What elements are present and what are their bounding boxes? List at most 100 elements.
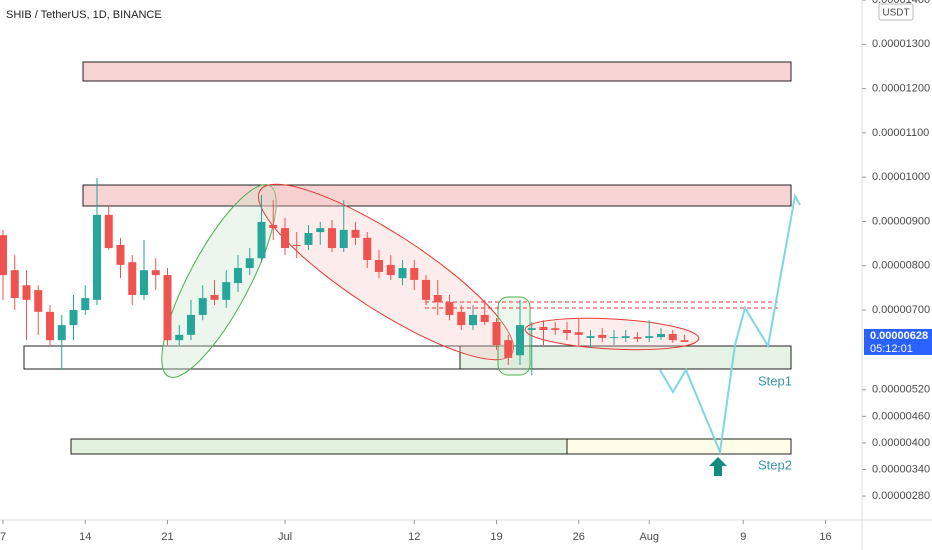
candle-body (69, 310, 78, 326)
candle-body (187, 314, 195, 335)
candle-body (668, 333, 677, 341)
x-tick-label: 14 (79, 531, 91, 543)
candle-body (57, 325, 66, 341)
y-tick-label: 0.00001200 (872, 82, 930, 94)
y-tick-label: 0.00000520 (872, 384, 930, 396)
candle-body (104, 214, 113, 249)
currency: USDT (882, 8, 909, 19)
candle-body (586, 336, 595, 338)
y-tick-label: 0.00000900 (872, 215, 930, 227)
y-tick-label: 0.00000400 (872, 437, 930, 449)
candle-body (457, 311, 466, 326)
candle-body (163, 275, 172, 341)
candle-body (422, 279, 430, 300)
candle-body (633, 337, 642, 339)
x-tick-label: Jul (278, 531, 292, 543)
support-zone (460, 346, 791, 369)
candle-body (610, 337, 618, 339)
candle-body (222, 282, 231, 300)
candle-body (680, 340, 689, 342)
candle-body (563, 329, 571, 334)
arrow-up (709, 457, 727, 476)
candle-body (445, 302, 454, 315)
y-tick-label: 0.00000800 (872, 260, 930, 272)
candle-body (339, 229, 348, 249)
candle-body (492, 322, 501, 346)
y-tick-label: 0.00000460 (872, 410, 930, 422)
candle-body (433, 294, 442, 303)
last-price-label (864, 328, 932, 355)
y-tick-label: 0.00000340 (872, 463, 930, 475)
candle-body (234, 267, 242, 284)
candle-body (386, 264, 395, 276)
candle-body (574, 332, 583, 335)
candle-body (504, 340, 513, 358)
y-tick-label: 0.00000280 (872, 490, 930, 502)
candle-body (304, 232, 313, 245)
candle-body (328, 228, 336, 249)
y-tick-label: 0.00000700 (872, 304, 930, 316)
y-tick-label: 0.00001300 (872, 38, 930, 50)
currency-box (878, 3, 914, 21)
target-zone (566, 438, 792, 455)
candle-body (469, 314, 477, 326)
candle-body (0, 235, 7, 276)
candle-body (351, 229, 360, 238)
support-box (23, 345, 792, 370)
candle-body (46, 311, 54, 341)
candle-body (316, 228, 325, 233)
x-tick-label: 7 (0, 531, 6, 543)
x-tick-label: 19 (490, 531, 502, 543)
projection-path (659, 193, 801, 456)
x-tick-label: 9 (740, 531, 746, 543)
candle-body (10, 270, 19, 299)
candle-body (81, 298, 90, 311)
candle-body (116, 244, 125, 265)
annotation-label: Step2 (758, 457, 792, 472)
candle-body (398, 267, 407, 279)
candle-body (598, 334, 607, 338)
candle-body (210, 294, 219, 300)
x-tick-label: Aug (639, 531, 659, 543)
candle-body (527, 328, 536, 330)
candle-body (363, 237, 372, 260)
candle-body (516, 325, 524, 356)
candle-body (375, 260, 383, 272)
highlight-ellipse (524, 317, 700, 351)
countdown: 05:12:01 (870, 343, 913, 355)
x-tick-label: 26 (573, 531, 585, 543)
candle-body (257, 221, 266, 259)
candle-body (480, 314, 489, 323)
candle-body (198, 298, 207, 315)
annotation-label: Step1 (758, 373, 792, 388)
candle-body (128, 262, 137, 295)
candle-body (281, 228, 289, 249)
candle-body (269, 225, 278, 229)
candle-body (657, 333, 665, 338)
highlight-box (497, 296, 531, 376)
candle-body (292, 244, 301, 246)
chart-title: SHIB / TetherUS, 1D, BINANCE (6, 9, 162, 21)
resistance-zone (82, 184, 792, 207)
candle-body (175, 334, 184, 341)
candle-body (645, 336, 654, 338)
candle-body (539, 326, 548, 330)
candle-body (140, 270, 148, 295)
y-tick-label: 0.00001400 (872, 0, 930, 6)
candle-body (22, 285, 31, 300)
y-tick-label: 0.00001100 (872, 127, 929, 139)
target-zone (70, 438, 568, 455)
resistance-zone (82, 61, 792, 82)
x-tick-label: 16 (819, 531, 831, 543)
x-tick-label: 12 (408, 531, 420, 543)
candle-body (34, 290, 43, 312)
candle-body (410, 267, 419, 280)
candle-body (93, 214, 101, 300)
candle-body (245, 258, 254, 268)
x-tick-label: 21 (161, 531, 173, 543)
candle-body (621, 336, 630, 338)
candle-body (551, 328, 560, 330)
last-price: 0.00000628 (870, 330, 928, 342)
